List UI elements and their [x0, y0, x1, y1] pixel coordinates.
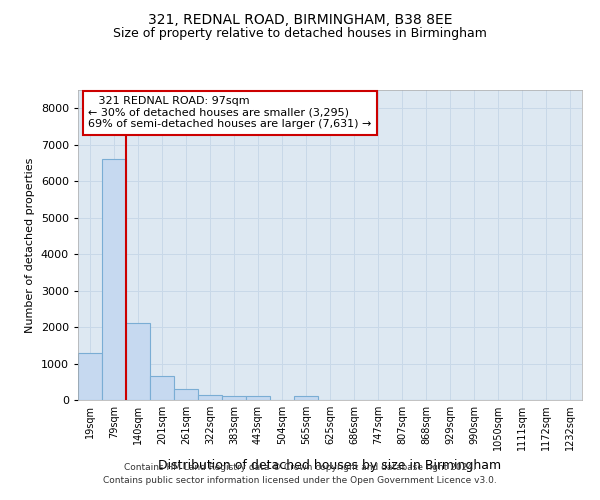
- Bar: [126, 324, 150, 400]
- Text: Size of property relative to detached houses in Birmingham: Size of property relative to detached ho…: [113, 28, 487, 40]
- Bar: [102, 160, 126, 400]
- Bar: [246, 396, 270, 400]
- Text: Contains HM Land Registry data © Crown copyright and database right 2024.: Contains HM Land Registry data © Crown c…: [124, 464, 476, 472]
- Bar: [294, 396, 318, 400]
- Bar: [150, 376, 174, 400]
- Y-axis label: Number of detached properties: Number of detached properties: [25, 158, 35, 332]
- Bar: [198, 394, 222, 400]
- Text: 321 REDNAL ROAD: 97sqm
← 30% of detached houses are smaller (3,295)
69% of semi-: 321 REDNAL ROAD: 97sqm ← 30% of detached…: [88, 96, 371, 130]
- Bar: [222, 396, 246, 400]
- Text: Contains public sector information licensed under the Open Government Licence v3: Contains public sector information licen…: [103, 476, 497, 485]
- Text: 321, REDNAL ROAD, BIRMINGHAM, B38 8EE: 321, REDNAL ROAD, BIRMINGHAM, B38 8EE: [148, 12, 452, 26]
- X-axis label: Distribution of detached houses by size in Birmingham: Distribution of detached houses by size …: [158, 458, 502, 471]
- Bar: [78, 352, 102, 400]
- Bar: [174, 389, 198, 400]
